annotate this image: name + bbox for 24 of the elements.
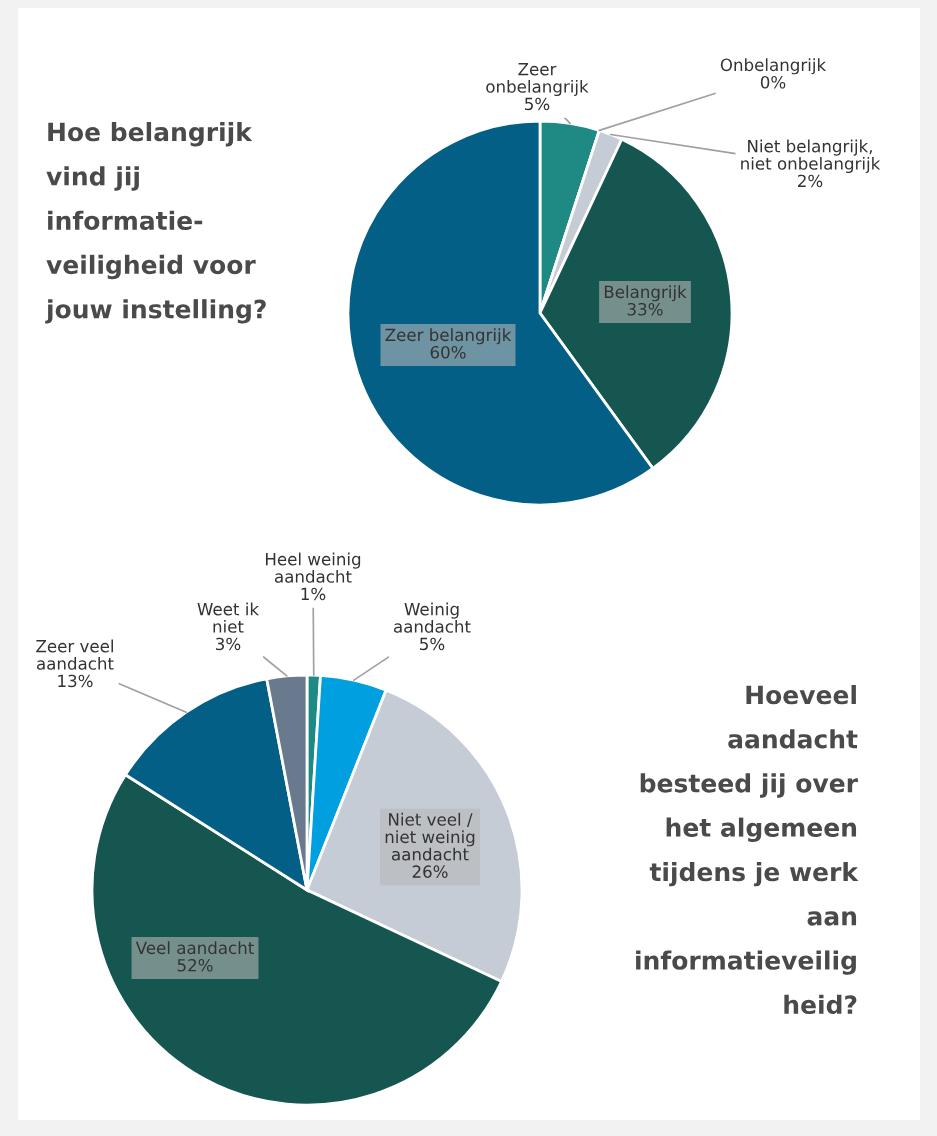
slice-label: Niet veel / niet weinig aandacht [385,812,475,861]
data-label: 5% [420,637,445,651]
data-label: 52% [177,958,213,972]
slice-label: Zeer belangrijk [385,328,512,345]
data-label: 26% [412,865,448,878]
text: 0% [760,75,786,89]
data-label: 60% [430,345,466,359]
slice-label: Zeer veel aandacht [36,639,114,670]
slice-label: Weinig aandacht [393,602,471,633]
slice-label: Veel aandacht [135,941,254,955]
slice-label: Heel weinig aandacht [266,552,361,583]
category-label: Onbelangrijk [720,58,827,75]
data-label: 1% [301,587,326,601]
data-label: 2% [798,174,823,188]
slice-label: Belangrijk [604,285,687,302]
slice-label: Weet ik niet [197,602,260,633]
slice-label: Zeer onbelangrijk [486,63,589,97]
slice-label: Niet belangrijk, niet onbelangrijk [741,139,881,174]
text: Hoe belangrijk vind jij informatie- veiligheid voor jouw instelling? [45,122,266,324]
data-label: 33% [627,302,663,316]
data-label: 5% [525,97,550,111]
text: Hoeveel aandacht besteed jij over het algemeen tijdens je werk aan informatieveilig heid? [636,685,859,1015]
data-label: 13% [58,674,93,688]
data-label: 3% [216,637,241,651]
